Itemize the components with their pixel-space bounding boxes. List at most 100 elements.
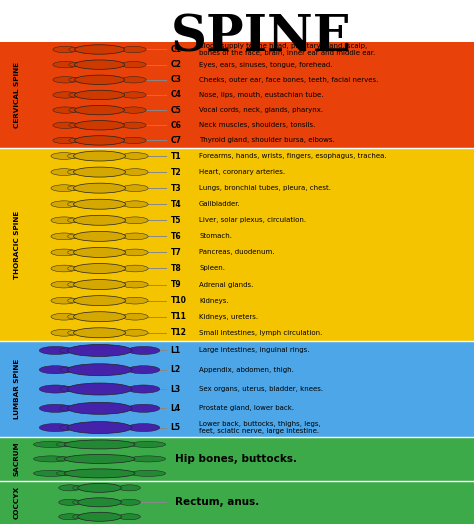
Ellipse shape [122,185,148,192]
Text: Rectum, anus.: Rectum, anus. [175,497,260,507]
Ellipse shape [73,183,126,193]
Ellipse shape [128,423,160,432]
Text: C4: C4 [171,91,182,100]
Ellipse shape [64,454,135,463]
Text: Kidneys, ureters.: Kidneys, ureters. [199,314,258,320]
Text: Eyes, ears, sinuses, tongue, forehead.: Eyes, ears, sinuses, tongue, forehead. [199,62,333,68]
Text: T3: T3 [171,183,181,193]
Ellipse shape [78,498,121,507]
Ellipse shape [128,366,160,374]
Ellipse shape [122,265,148,272]
Text: Kidneys.: Kidneys. [199,298,228,303]
Ellipse shape [60,367,74,373]
Ellipse shape [73,280,126,290]
Ellipse shape [74,105,125,115]
Text: L5: L5 [171,423,181,432]
Ellipse shape [122,217,148,224]
Ellipse shape [122,152,148,159]
Ellipse shape [53,92,78,98]
Text: Lungs, bronchial tubes, pleura, chest.: Lungs, bronchial tubes, pleura, chest. [199,185,331,191]
Text: Hip bones, buttocks.: Hip bones, buttocks. [175,454,297,464]
Ellipse shape [67,364,132,376]
Ellipse shape [51,201,77,208]
Ellipse shape [128,346,160,355]
Text: Prostate gland, lower back.: Prostate gland, lower back. [199,405,294,411]
Ellipse shape [51,281,77,288]
Ellipse shape [128,404,160,412]
Ellipse shape [69,93,80,97]
Text: Adrenal glands.: Adrenal glands. [199,281,254,288]
Ellipse shape [128,385,160,393]
Bar [0,437,474,481]
Ellipse shape [67,234,79,238]
Ellipse shape [53,137,78,144]
Bar [0,341,474,437]
Ellipse shape [51,249,77,256]
Text: Sex organs, uterus, bladder, knees.: Sex organs, uterus, bladder, knees. [199,386,323,392]
Ellipse shape [73,167,126,177]
Ellipse shape [39,366,72,374]
Ellipse shape [73,312,126,322]
Ellipse shape [67,344,132,356]
Bar [0,481,474,524]
Text: L4: L4 [171,404,181,413]
Ellipse shape [51,330,77,336]
Ellipse shape [56,442,72,446]
Ellipse shape [122,297,148,304]
Ellipse shape [130,441,165,447]
Ellipse shape [73,247,126,257]
Ellipse shape [69,123,80,127]
Text: C3: C3 [171,75,182,84]
Ellipse shape [67,250,79,255]
Text: THORACIC SPINE: THORACIC SPINE [14,210,19,279]
Ellipse shape [34,456,69,462]
Ellipse shape [118,499,140,505]
Text: Vocal cords, neck, glands, pharynx.: Vocal cords, neck, glands, pharynx. [199,107,323,113]
Text: Forearms, hands, wrists, fingers, esophagus, trachea.: Forearms, hands, wrists, fingers, esopha… [199,153,387,159]
Ellipse shape [69,47,80,52]
Text: C6: C6 [171,121,182,130]
Ellipse shape [67,266,79,271]
Ellipse shape [73,151,126,161]
Text: T9: T9 [171,280,181,289]
Ellipse shape [60,386,74,392]
Ellipse shape [67,154,79,158]
Ellipse shape [69,108,80,112]
Ellipse shape [73,199,126,209]
Ellipse shape [121,137,146,144]
Ellipse shape [56,472,72,475]
Ellipse shape [60,425,74,430]
Text: Gallbladder.: Gallbladder. [199,201,241,207]
Text: Nose, lips, mouth, eustachian tube.: Nose, lips, mouth, eustachian tube. [199,92,324,98]
Ellipse shape [53,61,78,68]
Text: Pancreas, duodenum.: Pancreas, duodenum. [199,249,274,255]
Text: C1: C1 [171,45,182,54]
Text: Neck muscles, shoulders, tonsils.: Neck muscles, shoulders, tonsils. [199,122,316,128]
Text: Spleen.: Spleen. [199,266,225,271]
Ellipse shape [39,404,72,412]
Ellipse shape [73,264,126,274]
Ellipse shape [122,281,148,288]
Ellipse shape [122,169,148,176]
Ellipse shape [59,485,81,491]
Text: L3: L3 [171,385,181,394]
Text: Lower back, buttocks, thighs, legs,
feet, sciatic nerve, large intestine.: Lower back, buttocks, thighs, legs, feet… [199,421,321,434]
Text: Thyroid gland, shoulder bursa, elbows.: Thyroid gland, shoulder bursa, elbows. [199,137,335,144]
Ellipse shape [51,297,77,304]
Ellipse shape [51,152,77,159]
Ellipse shape [121,61,146,68]
Text: L2: L2 [171,365,181,374]
Text: SPINE: SPINE [170,13,351,62]
Text: Heart, coronary arteries.: Heart, coronary arteries. [199,169,285,175]
Ellipse shape [78,483,121,493]
Ellipse shape [67,202,79,206]
Ellipse shape [73,515,82,519]
Ellipse shape [56,457,72,461]
Ellipse shape [51,185,77,192]
Ellipse shape [59,499,81,505]
Ellipse shape [122,233,148,240]
Ellipse shape [53,77,78,83]
Ellipse shape [121,107,146,113]
Ellipse shape [67,331,79,335]
Ellipse shape [60,348,74,353]
